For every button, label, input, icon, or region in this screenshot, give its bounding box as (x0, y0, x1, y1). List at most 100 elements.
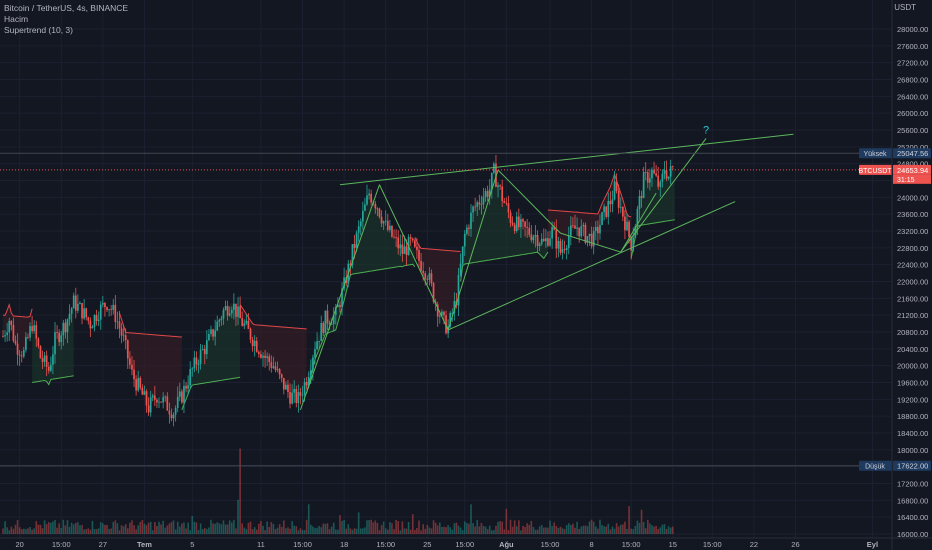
x-tick-label: 15:00 (376, 540, 395, 549)
low-label-value: 17622.00 (897, 462, 928, 471)
candle-body (584, 224, 587, 243)
candle-body (31, 326, 33, 332)
candle-body (470, 212, 472, 229)
candle-body (291, 392, 293, 404)
volume-bar (443, 526, 445, 534)
volume-bar (201, 529, 204, 534)
volume-bar (147, 522, 150, 534)
volume-bar (532, 527, 535, 534)
legend-volume[interactable]: Hacim (4, 14, 29, 24)
volume-bar (129, 522, 131, 534)
volume-bar (70, 522, 73, 534)
y-tick-label: 22800.00 (897, 244, 928, 253)
supertrend-line-down (239, 304, 307, 330)
volume-bar (228, 520, 231, 534)
candle-body (511, 223, 514, 225)
trendline (447, 201, 736, 331)
candle-body (530, 234, 533, 241)
x-tick-label: 15 (669, 540, 677, 549)
candle-body (212, 329, 214, 337)
volume-bar (114, 520, 117, 534)
volume-bar (195, 522, 198, 534)
volume-bar (189, 530, 191, 534)
volume-bar (233, 519, 235, 534)
legend-symbol[interactable]: Bitcoin / TetherUS, 4s, BINANCE (4, 3, 129, 13)
volume-bar (364, 527, 366, 534)
volume-bar (382, 521, 385, 534)
volume-bar (359, 528, 362, 534)
candle-body (513, 224, 516, 231)
candle-body (139, 378, 142, 388)
volume-bar (158, 521, 160, 534)
volume-bar (206, 529, 208, 534)
candle-body (56, 332, 58, 333)
volume-bar (647, 519, 649, 534)
y-tick-label: 16400.00 (897, 513, 928, 522)
volume-bar (301, 529, 304, 534)
volume-bar (52, 521, 54, 534)
candle-body (343, 277, 345, 289)
candle-body (655, 173, 657, 176)
volume-bar (231, 522, 233, 534)
high-label: 25047.56 Yüksek (859, 148, 931, 159)
candle-body (472, 206, 474, 213)
candle-body (99, 304, 102, 320)
candle-body (2, 336, 4, 338)
x-tick-label: Tem (137, 540, 152, 549)
volume-bar (322, 523, 325, 534)
x-tick-label: 15:00 (622, 540, 641, 549)
candle-body (397, 237, 400, 249)
volume-bar (434, 522, 437, 534)
candle-body (43, 355, 46, 362)
volume-bar (472, 523, 474, 534)
candle-body (260, 354, 262, 358)
candle-body (303, 381, 306, 395)
candle-body (289, 392, 291, 404)
volume-bar (339, 515, 341, 534)
volume-bar (642, 521, 645, 534)
volume-bar (491, 530, 493, 534)
volume-bar (255, 529, 258, 534)
x-tick-label: 27 (99, 540, 107, 549)
y-tick-label: 16800.00 (897, 496, 928, 505)
volume-bar (468, 523, 470, 534)
candle-body (6, 332, 9, 336)
volume-bar (168, 523, 171, 534)
volume-bar (16, 519, 19, 534)
volume-bar (166, 525, 169, 534)
volume-bar (526, 523, 528, 534)
candle-body (185, 385, 187, 389)
candle-body (644, 171, 647, 173)
candle-body (588, 233, 591, 237)
candle-body (547, 238, 549, 246)
candle-body (153, 395, 156, 400)
trendline (497, 169, 561, 234)
volume-bar (559, 526, 562, 534)
volume-bar (116, 523, 119, 534)
current-price-label-countdown: 31:15 (897, 177, 915, 184)
candle-body (49, 364, 52, 371)
volume-bar (247, 522, 250, 534)
y-tick-label: 27200.00 (897, 59, 928, 68)
candle-body (172, 414, 175, 419)
candle-body (617, 190, 620, 208)
candle-body (233, 303, 235, 310)
volume-bar (131, 520, 133, 534)
volume-bar (572, 523, 574, 534)
candle-body (187, 385, 189, 389)
volume-bar (518, 520, 520, 534)
volume-bar (245, 529, 248, 534)
candle-body (116, 321, 119, 323)
y-tick-label: 20800.00 (897, 328, 928, 337)
candle-body (526, 226, 529, 228)
volume-bar (428, 527, 431, 534)
legend-supertrend[interactable]: Supertrend (10, 3) (4, 25, 73, 35)
candle-body (112, 304, 115, 310)
volume-bar (45, 524, 48, 534)
volume-bar (449, 527, 451, 534)
candle-body (295, 388, 298, 404)
volume-bar (2, 528, 4, 534)
candle-body (524, 221, 526, 227)
candle-body (176, 396, 179, 408)
